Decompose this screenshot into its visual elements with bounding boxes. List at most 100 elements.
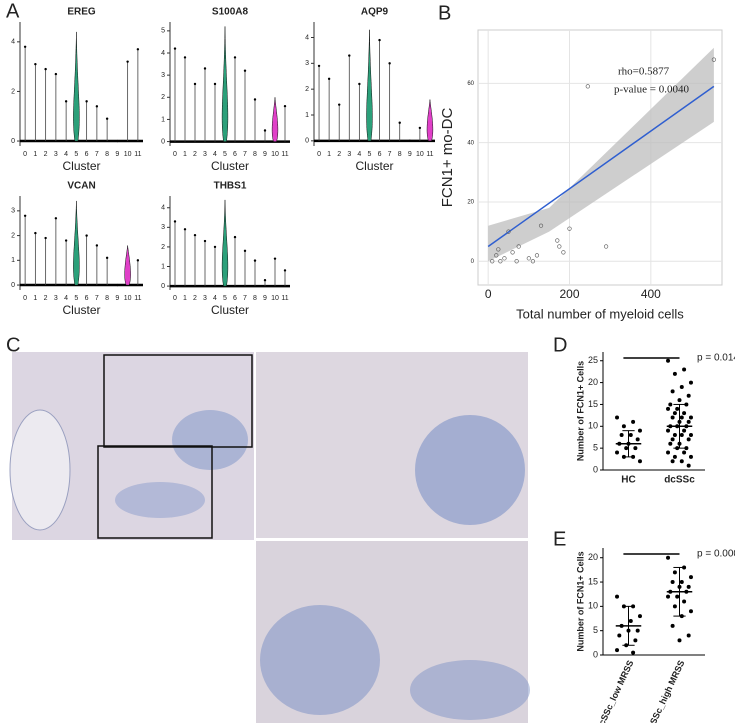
max-point: [34, 231, 37, 235]
max-point: [243, 249, 247, 253]
y-axis-label: Number of FCN1+ Cells: [575, 551, 585, 651]
x-tick-label: 7: [95, 295, 99, 302]
x-tick-label: 10: [271, 295, 279, 302]
point: [686, 584, 691, 589]
max-point: [273, 257, 277, 260]
x-tick-label: 1: [33, 151, 37, 158]
y-tick-label: 25: [588, 355, 598, 365]
point: [679, 384, 684, 389]
point: [688, 609, 693, 614]
x-tick-label: 10: [416, 151, 424, 158]
x-tick-label: HC: [621, 475, 635, 486]
point: [631, 650, 636, 655]
max-point: [348, 54, 351, 57]
max-point: [23, 214, 27, 217]
point: [711, 57, 716, 62]
point: [510, 250, 515, 255]
point: [684, 402, 689, 407]
y-tick-label: 5: [593, 625, 598, 635]
max-point: [317, 64, 321, 68]
y-tick-label: 3: [161, 72, 165, 79]
x-tick-label: 8: [253, 295, 257, 302]
x-axis-label: Cluster: [211, 303, 249, 317]
point: [615, 415, 620, 420]
point: [686, 463, 691, 468]
x-axis-label: Cluster: [355, 159, 393, 173]
x-tick-label: 4: [213, 151, 217, 158]
violin: [221, 26, 229, 142]
y-tick-label: 20: [467, 200, 474, 206]
y-tick-label: 0: [593, 464, 598, 474]
max-point: [283, 269, 287, 272]
point: [530, 259, 536, 264]
violin: [426, 99, 434, 142]
max-point: [408, 139, 411, 143]
annotation: rho=0.5877: [618, 66, 670, 78]
chart-title: THBS1: [214, 181, 247, 192]
max-point: [34, 62, 37, 66]
point: [666, 428, 671, 433]
x-tick-label: 2: [44, 151, 48, 158]
x-tick-label: 7: [243, 295, 247, 302]
point: [637, 428, 642, 433]
point: [619, 433, 624, 438]
point: [672, 454, 677, 459]
point: [682, 450, 687, 455]
y-tick-label: 3: [305, 60, 309, 67]
point: [635, 437, 640, 442]
x-tick-label: 10: [271, 151, 279, 158]
max-point: [193, 82, 197, 86]
max-point: [253, 259, 257, 262]
image-detail: [260, 605, 380, 715]
panel-label: E: [553, 528, 566, 550]
max-point: [116, 283, 119, 287]
point: [670, 459, 675, 464]
point: [682, 411, 687, 416]
x-tick-label: 8: [253, 151, 257, 158]
image-detail: [9, 409, 71, 531]
image-detail: [415, 415, 525, 525]
violin: [366, 29, 373, 142]
x-tick-label: 10: [124, 151, 132, 158]
max-point: [105, 256, 109, 260]
point: [637, 459, 642, 464]
y-tick-label: 0: [161, 138, 165, 145]
x-tick-label: 2: [193, 295, 197, 302]
point: [670, 437, 675, 442]
y-tick-label: 4: [161, 205, 165, 212]
x-tick-label: 9: [263, 295, 267, 302]
x-tick-label: 9: [408, 151, 412, 158]
histology-images: [9, 352, 530, 723]
x-tick-label: 5: [74, 151, 78, 158]
point: [677, 638, 682, 643]
y-tick-label: 2: [305, 86, 309, 93]
point: [635, 628, 640, 633]
x-tick-label: 7: [388, 151, 392, 158]
point: [688, 433, 693, 438]
x-tick-label: 9: [115, 151, 119, 158]
max-point: [64, 239, 68, 242]
x-tick-label: 0: [485, 287, 492, 301]
max-point: [253, 98, 257, 101]
point: [561, 250, 566, 255]
image-detail: [410, 660, 530, 720]
point: [670, 623, 675, 628]
max-point: [358, 82, 361, 86]
x-tick-label: 2: [337, 151, 341, 158]
max-point: [243, 69, 247, 72]
point: [496, 247, 501, 252]
x-tick-label: 1: [33, 295, 37, 302]
x-tick-label: 1: [327, 151, 331, 158]
max-point: [136, 259, 140, 262]
point: [682, 367, 687, 372]
max-point: [213, 245, 217, 249]
y-tick-label: 4: [11, 39, 15, 46]
point: [615, 594, 620, 599]
y-axis-label: Number of FCN1+ Cells: [575, 361, 585, 461]
x-tick-label: 200: [559, 287, 579, 301]
panel-label: D: [553, 334, 567, 356]
violin: [73, 31, 80, 142]
point: [555, 238, 560, 243]
y-tick-label: 2: [161, 244, 165, 251]
